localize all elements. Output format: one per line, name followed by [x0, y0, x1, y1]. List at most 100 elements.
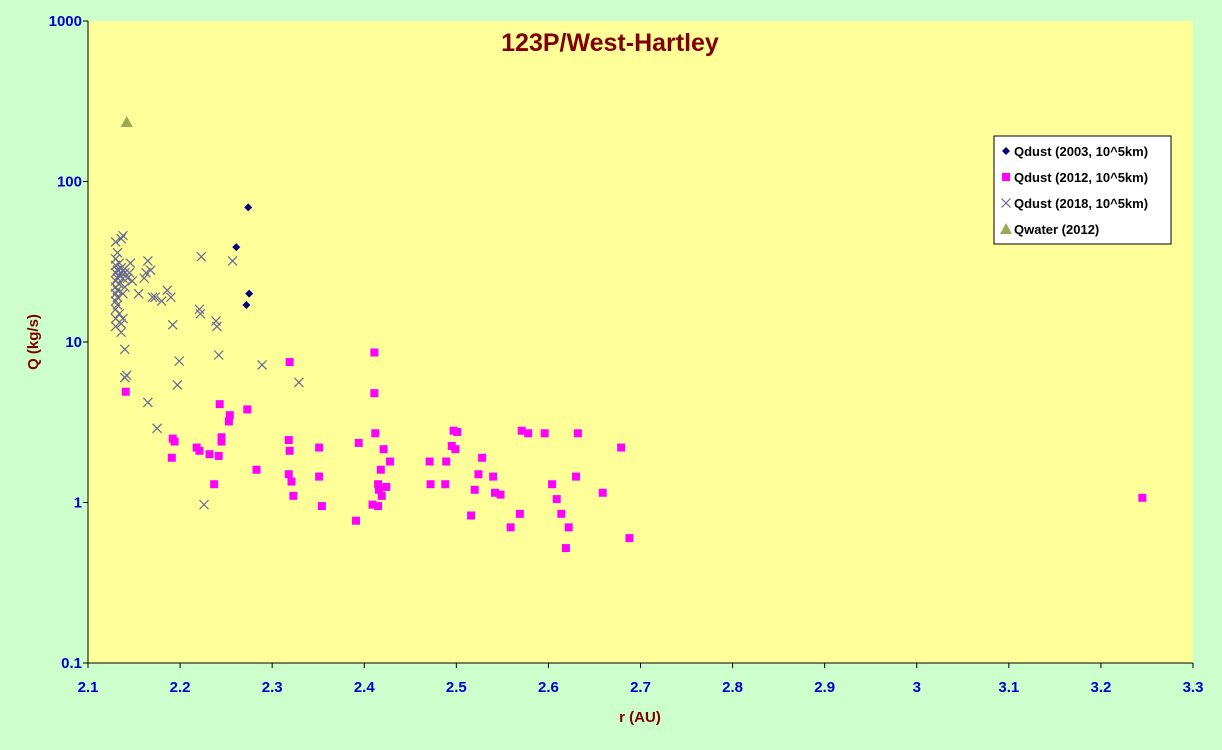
data-point-stroke	[112, 285, 123, 296]
data-point-stroke	[257, 359, 267, 370]
data-point-stroke	[110, 237, 121, 247]
data-point	[114, 308, 125, 319]
data-point-stroke	[156, 296, 167, 306]
data-point	[368, 500, 377, 509]
data-point-stroke	[227, 255, 238, 266]
x-tick-label: 3.1	[998, 679, 1019, 696]
data-point	[199, 499, 209, 510]
x-tick-label: 3.3	[1183, 679, 1204, 696]
data-point-stroke	[118, 273, 128, 284]
legend-item: Qdust (2003, 10^5km)	[1002, 144, 1148, 159]
data-point	[142, 255, 153, 266]
y-tick-label: 0.1	[61, 655, 82, 672]
data-point-stroke	[114, 279, 125, 289]
data-point	[118, 230, 128, 241]
x-tick-label: 2.2	[170, 679, 191, 696]
data-point	[124, 267, 135, 278]
data-point	[515, 509, 524, 518]
data-point	[284, 470, 293, 479]
data-point-stroke	[133, 288, 144, 299]
data-point	[119, 344, 130, 355]
data-point	[195, 308, 206, 319]
legend-marker-stroke	[1001, 198, 1011, 208]
data-point	[379, 445, 388, 454]
data-point	[170, 437, 179, 446]
data-point	[474, 470, 483, 479]
data-point	[217, 433, 226, 442]
data-point	[215, 400, 224, 409]
data-point	[211, 321, 222, 332]
data-point-stroke	[122, 273, 133, 284]
legend-label: Qdust (2018, 10^5km)	[1014, 196, 1148, 211]
data-point-stroke	[116, 327, 127, 338]
data-point	[540, 429, 549, 438]
data-point-stroke	[114, 308, 125, 319]
data-point-stroke	[110, 313, 121, 324]
legend-marker	[1001, 198, 1011, 208]
data-point	[112, 285, 123, 296]
data-point	[351, 516, 360, 525]
data-point	[289, 491, 298, 500]
data-point	[119, 282, 130, 292]
data-point	[478, 453, 487, 462]
data-point	[370, 389, 379, 398]
data-point-stroke	[172, 380, 183, 390]
data-point	[147, 292, 158, 303]
data-point-stroke	[139, 273, 150, 284]
data-point	[557, 509, 566, 518]
data-point	[118, 288, 128, 299]
data-point-stroke	[112, 247, 123, 258]
data-point	[371, 429, 380, 438]
data-point	[491, 488, 500, 497]
series-0	[232, 203, 254, 310]
data-point-stroke	[110, 321, 121, 332]
series-3	[120, 115, 133, 127]
y-tick-label: 10	[65, 334, 82, 351]
x-axis-label: r (AU)	[619, 709, 661, 726]
data-point	[317, 502, 326, 511]
data-point	[315, 472, 324, 481]
data-point	[205, 450, 214, 459]
data-point-stroke	[118, 230, 128, 241]
chart-title: 123P/West-Hartley	[501, 29, 719, 57]
data-point-stroke	[293, 377, 304, 388]
data-point	[217, 437, 226, 446]
data-point	[376, 465, 385, 474]
legend: Qdust (2003, 10^5km) Qdust (2012, 10^5km)…	[993, 135, 1172, 245]
data-point-stroke	[125, 258, 136, 269]
legend-label: Qwater (2012)	[1014, 222, 1099, 237]
data-point	[243, 405, 252, 414]
data-point	[120, 115, 133, 127]
data-point	[370, 348, 379, 357]
data-point	[122, 273, 133, 284]
data-point	[142, 397, 153, 408]
legend-item: Qdust (2012, 10^5km)	[1002, 170, 1148, 185]
data-point	[598, 488, 607, 497]
data-point	[210, 480, 219, 489]
data-point	[118, 313, 128, 324]
data-point-stroke	[165, 292, 176, 303]
data-point	[213, 350, 224, 360]
y-tick-label: 100	[57, 174, 82, 191]
data-point	[377, 491, 386, 500]
data-point	[426, 480, 435, 489]
data-point	[156, 296, 167, 306]
data-point-stroke	[118, 288, 128, 299]
data-point	[127, 276, 138, 286]
data-point	[284, 436, 293, 445]
legend-marker	[1002, 173, 1010, 181]
x-tick-label: 2.7	[630, 679, 651, 696]
data-point	[224, 417, 233, 426]
data-point-stroke	[147, 292, 158, 303]
data-point-stroke	[211, 321, 222, 332]
legend-marker	[1002, 147, 1010, 155]
data-point	[451, 445, 460, 454]
data-point	[617, 443, 626, 452]
data-point-stroke	[162, 285, 173, 296]
legend-items: Qdust (2003, 10^5km) Qdust (2012, 10^5km)…	[1000, 144, 1148, 237]
data-point-stroke	[195, 308, 206, 319]
data-point	[287, 477, 296, 486]
x-tick-label: 2.1	[78, 679, 99, 696]
axes: 0.1 1 10 100 1000 2.1 2.2 2.3 2.4 2.5 2.6 2.7 2.8 2.9…	[49, 13, 1204, 696]
x-tick-label: 2.8	[722, 679, 743, 696]
